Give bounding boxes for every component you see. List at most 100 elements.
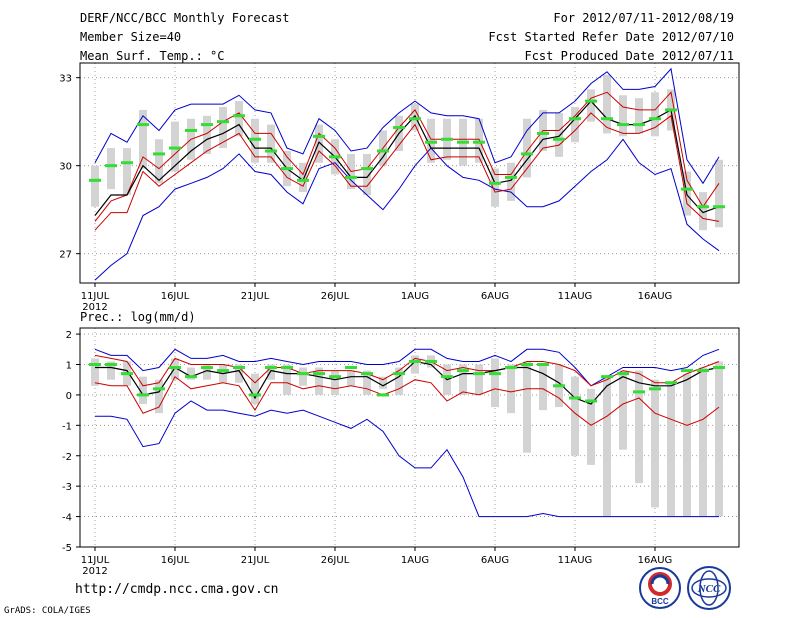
x-tick-label: 16AUG xyxy=(638,291,673,302)
median-mark xyxy=(553,384,565,388)
median-mark xyxy=(489,181,501,185)
median-mark xyxy=(409,117,421,121)
median-mark xyxy=(297,178,309,182)
forecast-period: For 2012/07/11-2012/08/19 xyxy=(553,11,734,25)
y-tick-label: 0 xyxy=(66,391,72,402)
median-mark xyxy=(361,167,373,171)
median-mark xyxy=(537,131,549,135)
bcc-logo: BCC xyxy=(639,567,681,609)
y-tick-label: -2 xyxy=(62,452,72,463)
ensemble-box xyxy=(555,112,563,157)
series-line-min xyxy=(94,67,720,185)
ensemble-box xyxy=(587,388,595,465)
series-line-max xyxy=(94,138,720,281)
median-mark xyxy=(393,372,405,376)
ensemble-box xyxy=(299,162,307,193)
series-line-max xyxy=(95,400,719,518)
x-tick-label: 21JUL xyxy=(241,555,270,566)
y-tick-label: -4 xyxy=(62,513,72,524)
ensemble-box xyxy=(491,358,499,408)
median-mark xyxy=(329,155,341,159)
median-mark xyxy=(233,366,245,370)
median-mark xyxy=(121,372,133,376)
median-mark xyxy=(473,372,485,376)
median-mark xyxy=(505,175,517,179)
ensemble-box xyxy=(459,364,467,395)
ensemble-box xyxy=(523,118,531,178)
median-mark xyxy=(585,399,597,403)
ensemble-box xyxy=(299,367,307,386)
ensemble-box xyxy=(379,376,387,389)
median-mark xyxy=(345,366,357,370)
plot-frame xyxy=(79,62,740,284)
x-tick-label: 1AUG xyxy=(401,291,429,302)
ensemble-box xyxy=(171,358,179,380)
median-mark xyxy=(649,117,661,121)
median-mark xyxy=(185,375,197,379)
median-mark xyxy=(217,369,229,373)
y-tick-label: -1 xyxy=(62,421,72,432)
ensemble-box xyxy=(331,370,339,395)
ensemble-box xyxy=(139,109,147,169)
median-mark xyxy=(617,372,629,376)
ensemble-box xyxy=(523,361,531,453)
ensemble-box xyxy=(155,139,163,184)
median-mark xyxy=(601,117,613,121)
ensemble-box xyxy=(491,168,499,207)
ensemble-box xyxy=(267,364,275,380)
x-tick-label: 26JUL xyxy=(321,555,350,566)
ensemble-box xyxy=(619,370,627,450)
x-tick-label: 11JUL xyxy=(81,555,110,566)
median-mark xyxy=(201,366,213,370)
ensemble-box xyxy=(91,165,99,207)
median-mark xyxy=(441,137,453,141)
median-mark xyxy=(473,140,485,144)
series-line-min xyxy=(94,348,720,387)
median-mark xyxy=(281,167,293,171)
x-tick-label: 11JUL xyxy=(81,291,110,302)
precip-panel-title: Prec.: log(mm/d) xyxy=(80,310,196,324)
ensemble-box xyxy=(107,148,115,190)
ensemble-box xyxy=(571,376,579,456)
x-year-label: 2012 xyxy=(82,566,107,577)
median-mark xyxy=(665,381,677,385)
median-mark xyxy=(105,363,117,366)
x-tick-label: 11AUG xyxy=(558,555,593,566)
median-mark xyxy=(89,363,101,366)
x-tick-label: 21JUL xyxy=(241,291,270,302)
bcc-logo-text: BCC xyxy=(651,597,669,606)
ensemble-box xyxy=(139,376,147,405)
series-line-mean xyxy=(95,360,720,405)
ensemble-box xyxy=(315,367,323,395)
source-url[interactable]: http://cmdp.ncc.cma.gov.cn xyxy=(75,582,279,597)
median-mark xyxy=(713,205,725,209)
median-mark xyxy=(457,140,469,144)
ensemble-box xyxy=(363,153,371,195)
ensemble-box xyxy=(507,364,515,414)
median-mark xyxy=(329,375,341,379)
ensemble-box xyxy=(699,367,707,517)
ensemble-box xyxy=(123,148,131,195)
median-mark xyxy=(265,366,277,370)
ensemble-box xyxy=(91,358,99,386)
ensemble-box xyxy=(155,379,163,414)
median-mark xyxy=(153,387,165,391)
median-mark xyxy=(569,396,581,400)
ensemble-box xyxy=(651,92,659,137)
median-mark xyxy=(185,128,197,132)
median-mark xyxy=(137,123,149,127)
ensemble-box xyxy=(395,367,403,395)
ensemble-box xyxy=(715,159,723,228)
median-mark xyxy=(201,123,213,127)
median-mark xyxy=(441,375,453,379)
median-mark xyxy=(281,366,293,370)
median-mark xyxy=(617,123,629,127)
median-mark xyxy=(537,363,549,366)
forecast-start-date: Fcst Started Refer Date 2012/07/10 xyxy=(488,30,734,44)
series-line-mean-minus-sd xyxy=(94,112,720,231)
median-mark xyxy=(313,134,325,138)
ensemble-box xyxy=(475,364,483,395)
ensemble-box xyxy=(411,355,419,374)
series-line-mean-plus-sd xyxy=(94,354,720,387)
